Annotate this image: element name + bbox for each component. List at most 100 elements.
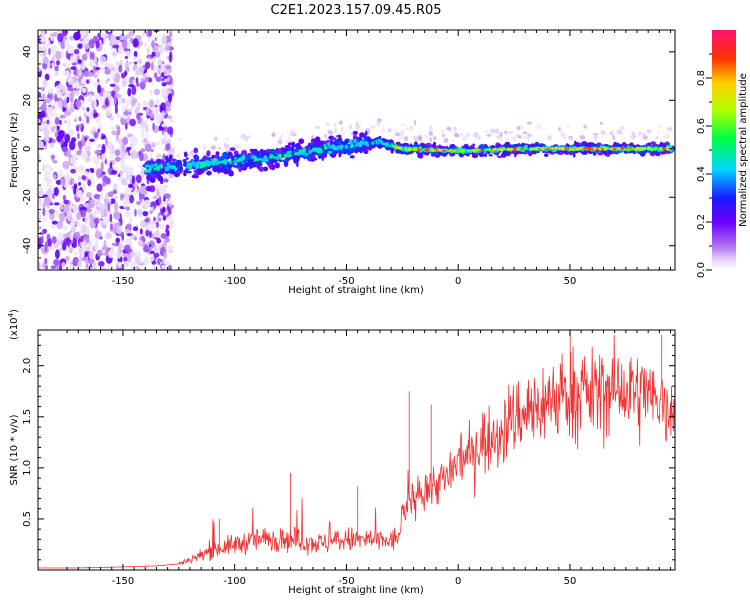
noise-blob (86, 206, 91, 214)
ridge-core (642, 147, 646, 150)
noise-blob (161, 123, 167, 128)
halo-blob (657, 130, 660, 135)
noise-blob (139, 81, 146, 90)
colorbar-gradient (712, 30, 736, 270)
snr-multiplier: (x104) (7, 309, 20, 340)
ridge-inner (223, 159, 226, 164)
noise-blob (46, 116, 51, 121)
noise-blob (80, 235, 84, 243)
ridge-core (633, 148, 638, 151)
noise-blob (128, 183, 134, 188)
noise-blob (50, 108, 55, 118)
noise-blob (115, 213, 120, 220)
halo-blob (655, 136, 659, 140)
halo-blob (516, 125, 521, 131)
ridge-mid (250, 162, 255, 169)
ridge-mid (505, 150, 511, 156)
ridge-inner (403, 146, 408, 149)
noise-blob (41, 87, 45, 92)
noise-blob (155, 262, 160, 270)
noise-blob (134, 256, 141, 266)
halo-blob (214, 136, 218, 141)
noise-blob (70, 66, 77, 71)
ridge-mid (571, 150, 575, 154)
ridge-inner (145, 164, 148, 168)
noise-blob (111, 170, 118, 175)
halo-blob (400, 130, 405, 137)
noise-blob (136, 200, 142, 206)
ridge-outer (325, 140, 331, 143)
ridge-mid (184, 170, 188, 173)
ridge-outer (417, 152, 424, 159)
noise-blob (163, 240, 167, 249)
noise-blob (147, 30, 153, 37)
noise-blob (98, 261, 105, 267)
ridge-inner (196, 161, 202, 165)
noise-blob (73, 49, 80, 55)
ridge-core (651, 148, 657, 152)
ridge-inner (196, 164, 199, 169)
spectrogram-ticks: -150 -100 -50 0 50 -40 -20 0 20 40 (22, 30, 675, 287)
noise-blob (67, 129, 75, 137)
ridge-outer (504, 141, 511, 146)
halo-blob (413, 137, 420, 141)
halo-blob (327, 130, 333, 135)
halo-blob (224, 143, 230, 150)
noise-blob (132, 226, 139, 231)
noise-blob (165, 143, 171, 151)
halo-blob (495, 128, 500, 135)
ridge-inner (275, 156, 279, 160)
noise-blob (41, 235, 44, 244)
noise-blob (55, 249, 60, 260)
ridge-inner (332, 148, 336, 150)
noise-blob (114, 156, 121, 162)
noise-blob (154, 187, 157, 198)
ridge-mid (395, 150, 401, 154)
noise-blob (66, 211, 73, 222)
ridge-core (523, 147, 526, 151)
noise-blob (85, 191, 92, 198)
noise-blob (141, 133, 146, 138)
noise-blob (121, 39, 128, 49)
noise-blob (44, 257, 48, 265)
noise-blob (44, 243, 48, 253)
ridge-core (486, 148, 489, 151)
noise-blob (116, 113, 120, 118)
halo-blob (522, 131, 528, 135)
noise-blob (81, 53, 88, 62)
ridge-outer (365, 130, 368, 136)
colorbar-tick-label: 0.6 (696, 118, 707, 134)
noise-blob (138, 66, 141, 76)
noise-blob (167, 115, 173, 120)
noise-blob (125, 170, 129, 176)
snr-y-tick-label: 1.5 (22, 409, 33, 425)
halo-blob (365, 127, 371, 132)
noise-blob (155, 230, 160, 238)
noise-blob (121, 143, 126, 152)
halo-blob (646, 128, 652, 134)
noise-blob (90, 111, 94, 115)
noise-blob (120, 218, 123, 226)
noise-blob (144, 61, 151, 69)
noise-blob (108, 63, 114, 69)
ridge-core (395, 146, 399, 150)
noise-blob (110, 144, 115, 154)
noise-blob (123, 256, 128, 263)
halo-blob (349, 124, 352, 130)
noise-blob (43, 127, 49, 137)
ridge-core (537, 148, 541, 150)
noise-blob (44, 196, 52, 204)
noise-blob (109, 162, 113, 169)
noise-blob (43, 56, 49, 65)
halo-blob (600, 129, 606, 136)
ridge-inner (241, 161, 244, 165)
noise-blob (101, 98, 105, 106)
noise-blob (48, 208, 55, 214)
noise-blob (38, 119, 41, 123)
noise-blob (40, 102, 47, 110)
ridge-inner (215, 162, 219, 165)
ridge-mid (444, 152, 447, 156)
halo-blob (446, 126, 452, 131)
noise-blob (93, 112, 99, 118)
ridge-inner (212, 162, 216, 166)
